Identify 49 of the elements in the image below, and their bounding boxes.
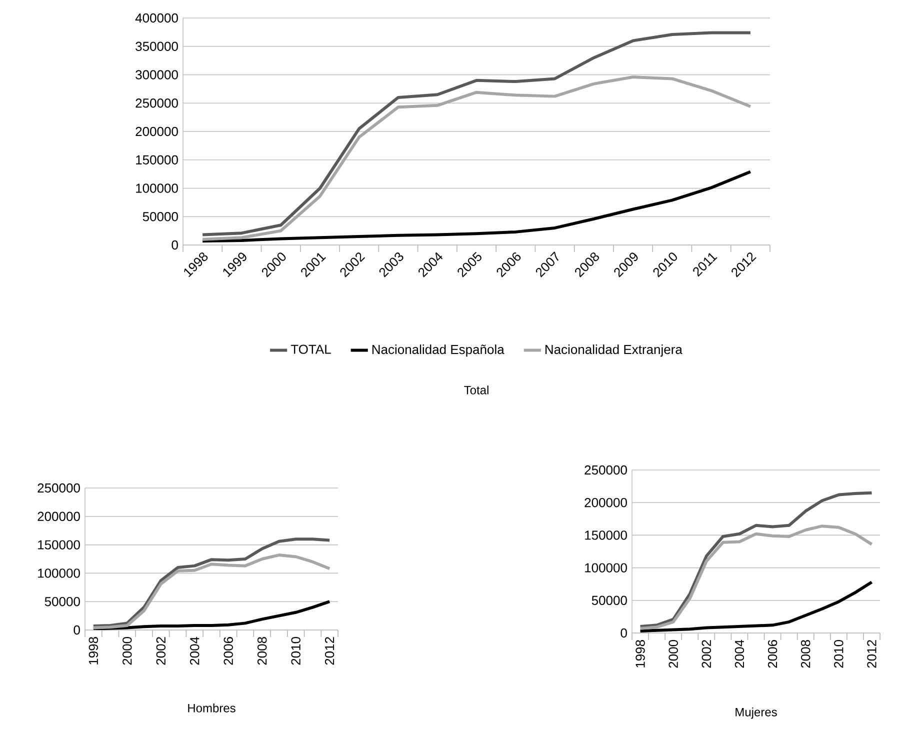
y-tick-label: 0 <box>172 240 178 250</box>
y-tick-label: 250000 <box>136 98 178 108</box>
line-series <box>201 76 752 241</box>
line-series <box>201 31 752 236</box>
text: Total <box>464 386 488 394</box>
x-tick-label: 2010 <box>834 640 844 668</box>
y-tick-label: 150000 <box>38 540 80 550</box>
line-series <box>201 170 752 243</box>
y-tick-label: 150000 <box>585 530 627 540</box>
line-series <box>92 538 332 628</box>
y-tick-label: 50000 <box>44 596 80 606</box>
x-tick-label: 2008 <box>801 640 810 668</box>
x-tick-label: 2006 <box>768 640 778 668</box>
x-tick-label: 2000 <box>122 636 132 665</box>
y-tick-label: 150000 <box>136 155 178 164</box>
y-tick-label: 250000 <box>584 465 627 475</box>
x-tick-label: 2002 <box>702 640 712 668</box>
line-series <box>638 524 874 630</box>
x-tick-label: 2012 <box>867 640 876 668</box>
y-tick-label: 300000 <box>136 70 178 80</box>
x-tick-label: 2006 <box>224 637 233 665</box>
y-tick-label: 250000 <box>38 483 80 493</box>
y-tick-label: 100000 <box>136 184 178 193</box>
y-tick-label: 100000 <box>38 568 80 578</box>
y-tick-label: 50000 <box>592 596 627 605</box>
x-tick-label: 2010 <box>291 636 300 665</box>
text: Mujeres <box>736 708 777 719</box>
y-tick-label: 100000 <box>585 563 627 572</box>
y-tick-label: 0 <box>74 625 80 635</box>
x-tick-label: 2008 <box>257 637 267 665</box>
line-series <box>638 491 874 628</box>
y-tick-label: 0 <box>620 628 627 638</box>
x-tick-label: 2004 <box>190 636 200 665</box>
y-tick-label: 200000 <box>136 126 178 136</box>
x-tick-label: 2004 <box>734 640 744 668</box>
y-tick-label: 200000 <box>38 512 80 521</box>
y-tick-label: 400000 <box>135 13 178 23</box>
y-tick-label: 200000 <box>584 498 627 508</box>
text: Hombres <box>188 704 236 712</box>
x-tick-label: 1998 <box>636 640 645 668</box>
y-tick-label: 50000 <box>142 212 178 222</box>
x-tick-label: 2002 <box>156 637 166 665</box>
legend-label: TOTAL <box>290 344 331 354</box>
x-tick-label: 1998 <box>88 637 98 664</box>
legend-label: Nacionalidad Española <box>372 344 504 357</box>
x-tick-label: 2000 <box>668 640 678 668</box>
y-tick-label: 350000 <box>136 42 178 51</box>
legend-label: Nacionalidad Extranjera <box>546 344 682 357</box>
x-tick-label: 2012 <box>324 637 334 665</box>
